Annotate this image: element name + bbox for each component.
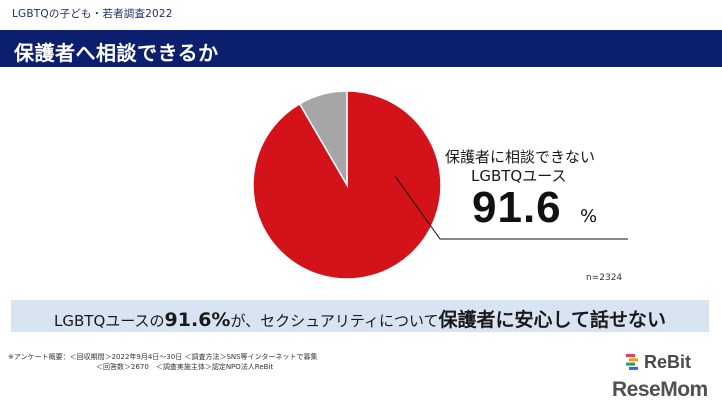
callout-label-line1: 保護者に相談できない	[445, 148, 596, 166]
survey-label: LGBTQの子ども・若者調査2022	[12, 8, 173, 20]
callout-leader-line	[394, 175, 628, 240]
callout-label: 保護者に相談できない LGBTQユース	[445, 148, 615, 186]
summary-box: LGBTQユースの91.6%が、セクシュアリティについて保護者に安心して話せない	[11, 300, 709, 332]
rebit-wordmark: ReBit	[644, 352, 692, 372]
summary-percent: 91.6%	[164, 309, 231, 331]
pie-slice-rest	[298, 90, 348, 188]
summary-part1: LGBTQユースの	[54, 312, 165, 330]
callout-value: 91.6	[472, 183, 562, 232]
page-title: 保護者へ相談できるか	[14, 41, 219, 65]
sample-size: n=2324	[586, 273, 623, 283]
callout-unit: %	[580, 206, 598, 227]
summary-emphasis: 保護者に安心して話せない	[438, 309, 666, 331]
rebit-mark-icon	[626, 354, 638, 370]
footnote-line2: ＜回答数＞2670 ＜調査実施主体＞認定NPO法人ReBit	[96, 363, 274, 371]
footnote-line1: ※アンケート概要：＜回収期間＞2022年9月4日〜30日 ＜調査方法＞SNS等イ…	[8, 353, 318, 361]
resemom-logo: ReseMom	[612, 378, 708, 401]
summary-text: LGBTQユースの91.6%が、セクシュアリティについて保護者に安心して話せない	[11, 305, 709, 332]
footnote: ※アンケート概要：＜回収期間＞2022年9月4日〜30日 ＜調査方法＞SNS等イ…	[8, 352, 318, 372]
pie-slice-main	[252, 90, 442, 280]
title-bar: 保護者へ相談できるか	[0, 30, 722, 67]
callout-label-line2: LGBTQユース	[471, 167, 567, 185]
summary-part3: が、セクシュアリティについて	[230, 312, 439, 330]
